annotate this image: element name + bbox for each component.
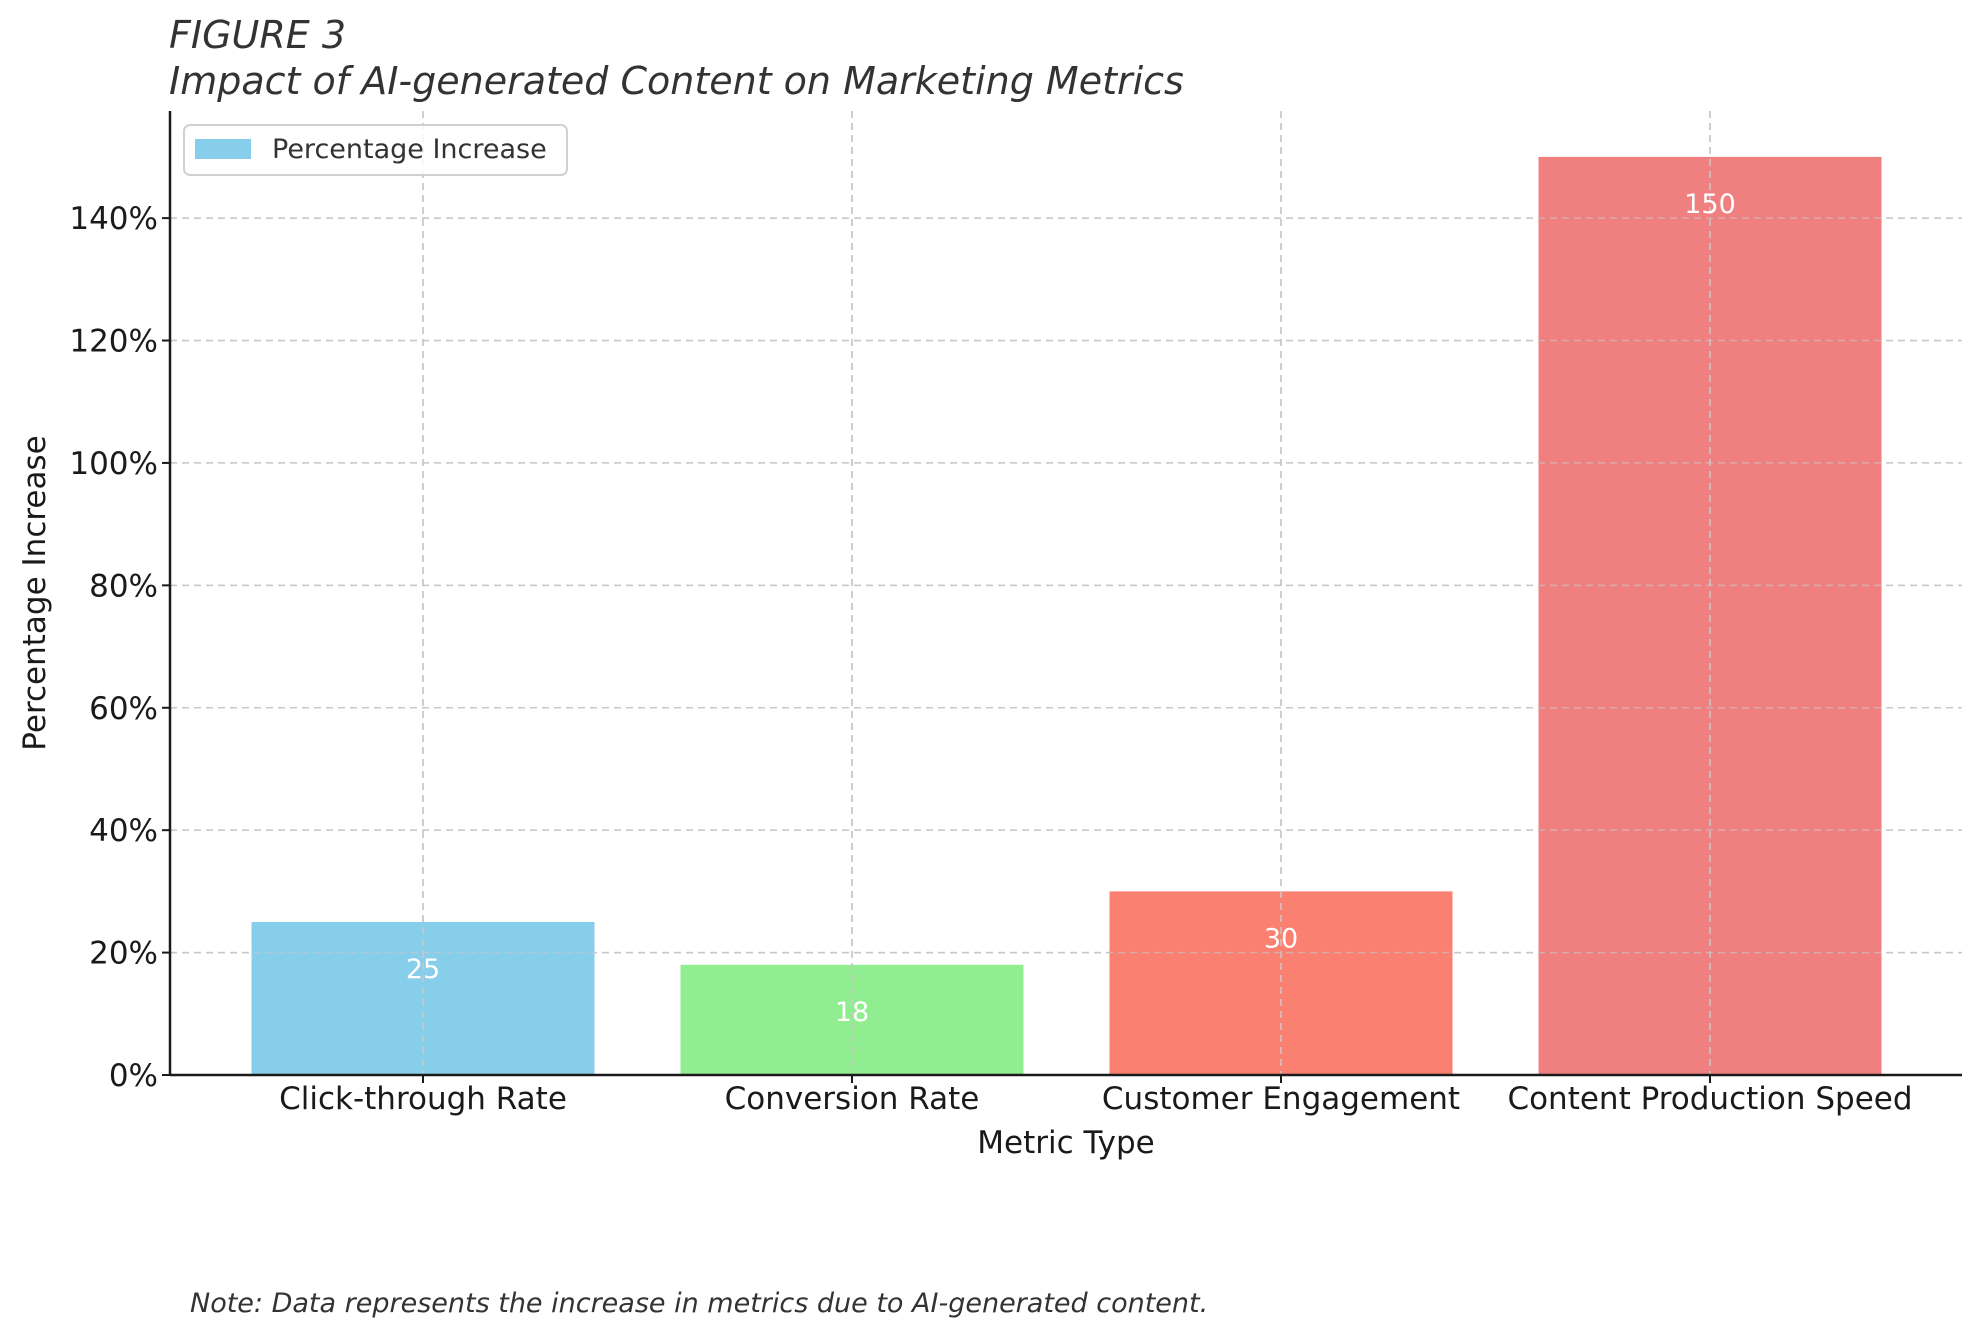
footnote: Note: Data represents the increase in me… — [190, 1288, 1208, 1319]
x-tick-label: Customer Engagement — [1102, 1081, 1460, 1117]
bar-value-label: 30 — [1264, 923, 1298, 954]
bar-value-label: 25 — [406, 954, 440, 985]
axes-group — [168, 111, 1962, 1077]
y-tick-label: 60% — [89, 691, 158, 727]
chart-title: Impact of AI-generated Content on Market… — [169, 59, 1184, 103]
y-axis-label: Percentage Increase — [17, 435, 53, 750]
x-tick-label: Click-through Rate — [279, 1081, 567, 1117]
x-tick-label: Content Production Speed — [1507, 1081, 1912, 1117]
y-tick-label: 0% — [109, 1058, 158, 1094]
bar-labels-group: 25 18 30 150 — [406, 189, 1736, 1028]
y-tick-label: 20% — [89, 936, 158, 972]
y-tick-label: 120% — [69, 324, 158, 360]
x-ticks-group: Click-through Rate Conversion Rate Custome… — [279, 1075, 1913, 1117]
bar — [680, 964, 1024, 1075]
legend-swatch — [195, 139, 251, 159]
y-ticks-group: 0% 20% 40% 60% 80% 100% 120% 140% — [69, 201, 170, 1094]
y-tick-label: 80% — [89, 568, 158, 604]
x-tick-label: Conversion Rate — [725, 1081, 980, 1117]
x-axis-label: Metric Type — [977, 1125, 1154, 1161]
bars-group — [170, 111, 1962, 1075]
bar-value-label: 18 — [835, 997, 869, 1028]
y-tick-label: 140% — [69, 201, 158, 237]
y-tick-label: 100% — [69, 446, 158, 482]
figure-label: FIGURE 3 — [169, 13, 346, 57]
y-tick-label: 40% — [89, 813, 158, 849]
legend-label: Percentage Increase — [272, 134, 547, 165]
legend: Percentage Increase — [183, 124, 568, 176]
legend-box — [183, 124, 568, 176]
bar-value-label: 150 — [1684, 189, 1736, 220]
